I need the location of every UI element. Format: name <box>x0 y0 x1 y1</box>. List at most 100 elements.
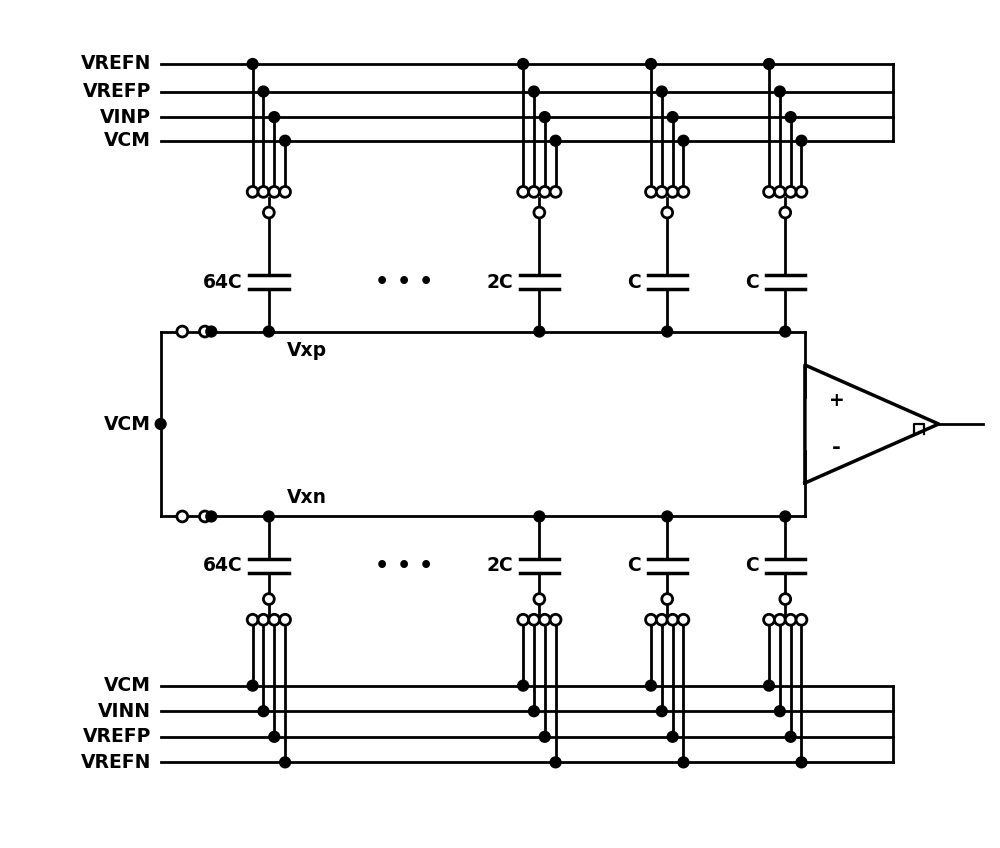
Circle shape <box>258 706 269 717</box>
Circle shape <box>263 594 274 605</box>
Circle shape <box>280 614 290 625</box>
Circle shape <box>764 680 774 691</box>
Text: C: C <box>627 273 641 292</box>
Circle shape <box>263 511 274 522</box>
Circle shape <box>774 86 785 97</box>
Text: +: + <box>829 391 844 410</box>
Circle shape <box>518 614 529 625</box>
Text: Vxp: Vxp <box>287 342 327 360</box>
Text: C: C <box>745 556 759 575</box>
Circle shape <box>200 326 210 337</box>
Circle shape <box>518 680 529 691</box>
Circle shape <box>539 614 550 625</box>
Circle shape <box>667 187 678 198</box>
Text: 2C: 2C <box>486 556 513 575</box>
Circle shape <box>646 59 656 70</box>
Text: 64C: 64C <box>203 273 242 292</box>
Circle shape <box>678 614 689 625</box>
Circle shape <box>780 207 791 218</box>
Text: VINN: VINN <box>98 701 151 721</box>
Text: VCM: VCM <box>104 415 151 433</box>
Circle shape <box>539 731 550 742</box>
Text: VINP: VINP <box>100 108 151 126</box>
Text: C: C <box>745 273 759 292</box>
Circle shape <box>662 326 673 337</box>
Circle shape <box>258 614 269 625</box>
Circle shape <box>550 757 561 767</box>
Text: • • •: • • • <box>375 272 433 293</box>
Circle shape <box>667 614 678 625</box>
Circle shape <box>280 757 290 767</box>
Circle shape <box>662 207 673 218</box>
Circle shape <box>280 136 290 146</box>
Circle shape <box>678 757 689 767</box>
Circle shape <box>646 187 656 198</box>
Circle shape <box>529 706 539 717</box>
Circle shape <box>269 614 280 625</box>
Circle shape <box>518 187 529 198</box>
Circle shape <box>263 207 274 218</box>
Circle shape <box>764 187 774 198</box>
Text: VREFN: VREFN <box>80 753 151 772</box>
Circle shape <box>656 86 667 97</box>
Circle shape <box>796 614 807 625</box>
Circle shape <box>269 112 280 122</box>
Circle shape <box>646 614 656 625</box>
Circle shape <box>774 187 785 198</box>
Circle shape <box>662 594 673 605</box>
Text: 2C: 2C <box>486 273 513 292</box>
Circle shape <box>247 680 258 691</box>
Circle shape <box>785 112 796 122</box>
Circle shape <box>206 511 217 522</box>
Circle shape <box>646 680 656 691</box>
Circle shape <box>796 136 807 146</box>
Circle shape <box>258 86 269 97</box>
Text: 64C: 64C <box>203 556 242 575</box>
Circle shape <box>678 187 689 198</box>
Circle shape <box>667 112 678 122</box>
Circle shape <box>550 614 561 625</box>
Text: VREFN: VREFN <box>80 54 151 74</box>
Circle shape <box>774 614 785 625</box>
Circle shape <box>269 731 280 742</box>
Text: Vxn: Vxn <box>287 488 327 506</box>
Circle shape <box>550 187 561 198</box>
Circle shape <box>155 419 166 429</box>
Circle shape <box>785 731 796 742</box>
Circle shape <box>247 614 258 625</box>
Circle shape <box>656 187 667 198</box>
Circle shape <box>780 326 791 337</box>
Circle shape <box>280 187 290 198</box>
Text: C: C <box>627 556 641 575</box>
Circle shape <box>774 706 785 717</box>
Circle shape <box>206 326 217 337</box>
Circle shape <box>678 136 689 146</box>
Circle shape <box>796 757 807 767</box>
Circle shape <box>780 594 791 605</box>
Circle shape <box>656 706 667 717</box>
Circle shape <box>247 187 258 198</box>
Circle shape <box>550 136 561 146</box>
Circle shape <box>764 614 774 625</box>
Circle shape <box>263 326 274 337</box>
Circle shape <box>258 187 269 198</box>
Circle shape <box>656 614 667 625</box>
Circle shape <box>529 187 539 198</box>
Text: VREFP: VREFP <box>82 728 151 746</box>
Text: • • •: • • • <box>375 555 433 576</box>
Text: VREFP: VREFP <box>82 82 151 101</box>
Circle shape <box>534 511 545 522</box>
Circle shape <box>269 187 280 198</box>
Circle shape <box>518 59 529 70</box>
Circle shape <box>796 187 807 198</box>
Circle shape <box>534 326 545 337</box>
Circle shape <box>764 59 774 70</box>
Circle shape <box>785 614 796 625</box>
Circle shape <box>539 112 550 122</box>
Circle shape <box>177 326 188 337</box>
Circle shape <box>662 511 673 522</box>
Text: -: - <box>832 438 841 458</box>
Circle shape <box>534 594 545 605</box>
Text: VCM: VCM <box>104 676 151 695</box>
Circle shape <box>177 511 188 522</box>
